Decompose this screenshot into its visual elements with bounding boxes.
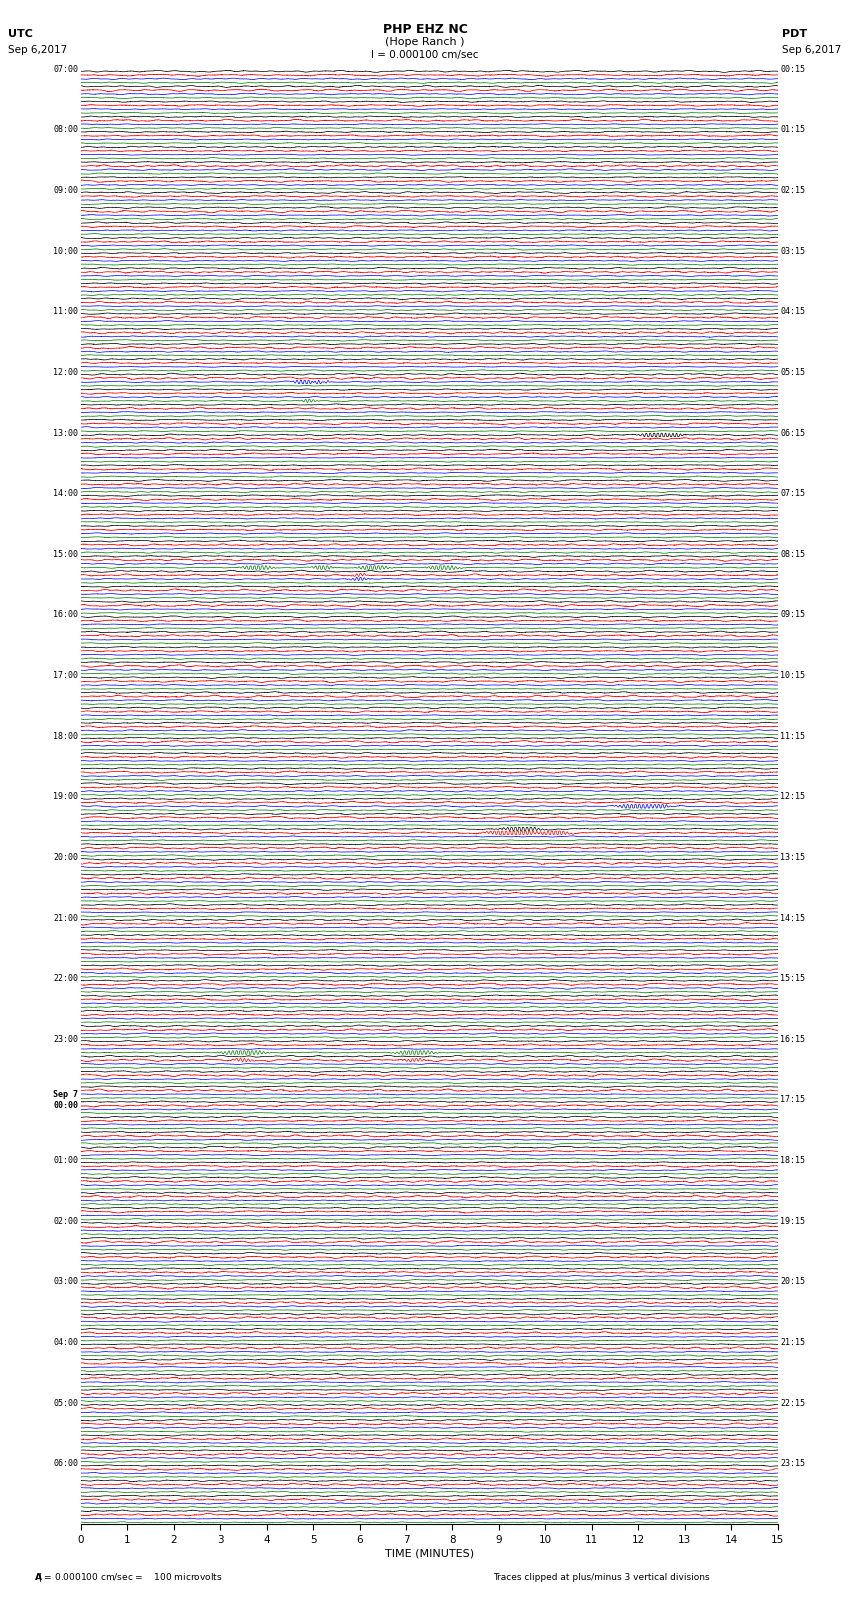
- X-axis label: TIME (MINUTES): TIME (MINUTES): [385, 1548, 473, 1558]
- Text: 21:00: 21:00: [54, 913, 78, 923]
- Text: $\mathbf{A}\!\!|$ = 0.000100 cm/sec =    100 microvolts: $\mathbf{A}\!\!|$ = 0.000100 cm/sec = 10…: [34, 1571, 223, 1584]
- Text: 15:15: 15:15: [780, 974, 805, 984]
- Text: 02:15: 02:15: [780, 185, 805, 195]
- Text: 11:00: 11:00: [54, 308, 78, 316]
- Text: 05:00: 05:00: [54, 1398, 78, 1408]
- Text: 01:00: 01:00: [54, 1157, 78, 1165]
- Text: 19:00: 19:00: [54, 792, 78, 802]
- Text: 17:00: 17:00: [54, 671, 78, 681]
- Text: 07:15: 07:15: [780, 489, 805, 498]
- Text: 16:00: 16:00: [54, 610, 78, 619]
- Text: 22:00: 22:00: [54, 974, 78, 984]
- Text: 09:15: 09:15: [780, 610, 805, 619]
- Text: 20:00: 20:00: [54, 853, 78, 861]
- Text: 06:00: 06:00: [54, 1460, 78, 1468]
- Text: 08:15: 08:15: [780, 550, 805, 558]
- Text: (Hope Ranch ): (Hope Ranch ): [385, 37, 465, 47]
- Text: 08:00: 08:00: [54, 126, 78, 134]
- Text: 05:15: 05:15: [780, 368, 805, 377]
- Text: 10:00: 10:00: [54, 247, 78, 256]
- Text: 04:00: 04:00: [54, 1337, 78, 1347]
- Text: 06:15: 06:15: [780, 429, 805, 437]
- Text: 15:00: 15:00: [54, 550, 78, 558]
- Text: 12:00: 12:00: [54, 368, 78, 377]
- Text: 14:15: 14:15: [780, 913, 805, 923]
- Text: 13:15: 13:15: [780, 853, 805, 861]
- Text: 01:15: 01:15: [780, 126, 805, 134]
- Text: 09:00: 09:00: [54, 185, 78, 195]
- Text: 18:15: 18:15: [780, 1157, 805, 1165]
- Text: Traces clipped at plus/minus 3 vertical divisions: Traces clipped at plus/minus 3 vertical …: [493, 1573, 710, 1582]
- Text: 19:15: 19:15: [780, 1216, 805, 1226]
- Text: 04:15: 04:15: [780, 308, 805, 316]
- Text: 23:00: 23:00: [54, 1036, 78, 1044]
- Text: PHP EHZ NC: PHP EHZ NC: [382, 23, 468, 35]
- Text: 18:00: 18:00: [54, 732, 78, 740]
- Text: 21:15: 21:15: [780, 1337, 805, 1347]
- Text: 23:15: 23:15: [780, 1460, 805, 1468]
- Text: 14:00: 14:00: [54, 489, 78, 498]
- Text: 00:15: 00:15: [780, 65, 805, 74]
- Text: 17:15: 17:15: [780, 1095, 805, 1105]
- Text: 13:00: 13:00: [54, 429, 78, 437]
- Text: 16:15: 16:15: [780, 1036, 805, 1044]
- Text: 03:00: 03:00: [54, 1277, 78, 1286]
- Text: PDT: PDT: [782, 29, 807, 39]
- Text: UTC: UTC: [8, 29, 33, 39]
- Text: 12:15: 12:15: [780, 792, 805, 802]
- Text: 10:15: 10:15: [780, 671, 805, 681]
- Text: Sep 6,2017: Sep 6,2017: [782, 45, 842, 55]
- Text: 02:00: 02:00: [54, 1216, 78, 1226]
- Text: 07:00: 07:00: [54, 65, 78, 74]
- Text: I = 0.000100 cm/sec: I = 0.000100 cm/sec: [371, 50, 479, 60]
- Text: Sep 6,2017: Sep 6,2017: [8, 45, 68, 55]
- Text: 22:15: 22:15: [780, 1398, 805, 1408]
- Text: 20:15: 20:15: [780, 1277, 805, 1286]
- Text: Sep 7
00:00: Sep 7 00:00: [54, 1090, 78, 1110]
- Text: 03:15: 03:15: [780, 247, 805, 256]
- Text: 11:15: 11:15: [780, 732, 805, 740]
